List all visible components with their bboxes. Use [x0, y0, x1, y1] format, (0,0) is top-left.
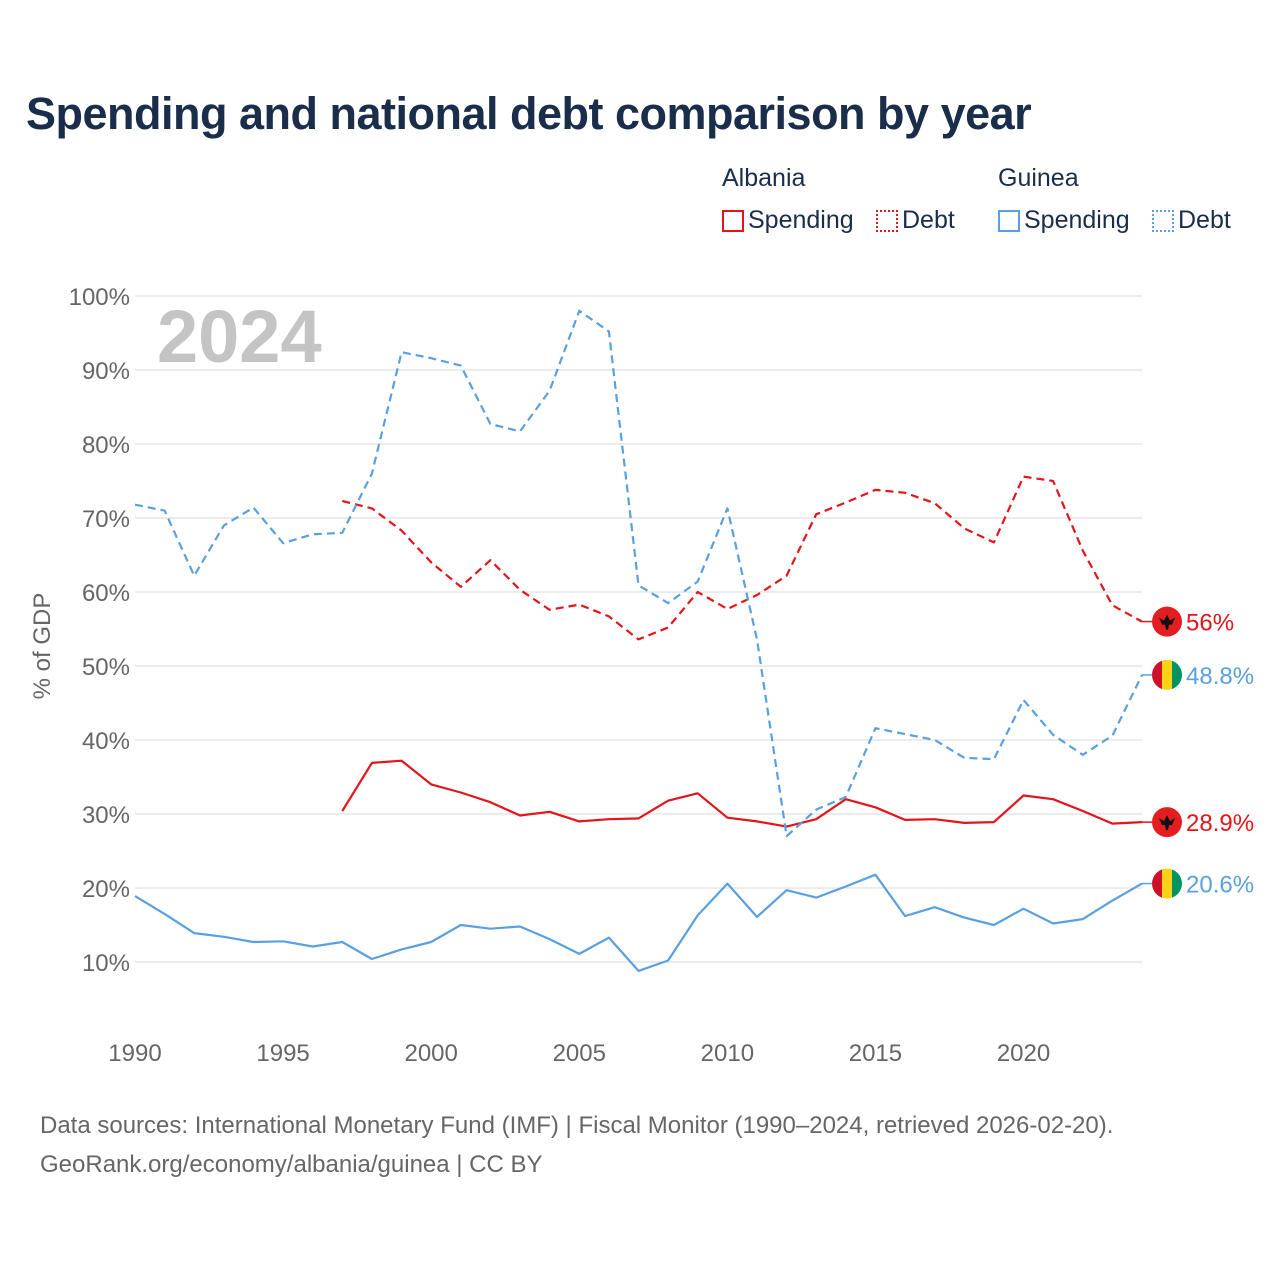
legend-solid-swatch-icon — [722, 209, 744, 232]
chart-title: Spending and national debt comparison by… — [26, 88, 1032, 139]
grid-lines — [135, 295, 1142, 963]
x-tick-label: 1995 — [256, 1040, 309, 1067]
y-tick-label: 40% — [82, 728, 130, 755]
x-tick-label: 2000 — [404, 1040, 457, 1067]
legend-guinea-title: Guinea — [998, 164, 1079, 192]
end-value-label: 28.9% — [1186, 810, 1254, 837]
series-line-albania-spending[interactable] — [341, 759, 1143, 828]
legend-albania-spending-label: Spending — [748, 206, 854, 234]
albania-flag-icon — [1152, 606, 1182, 637]
legend-dotted-swatch-icon — [876, 209, 898, 232]
x-tick-label: 2005 — [553, 1040, 606, 1067]
x-tick-label: 2010 — [701, 1040, 754, 1067]
series-lines — [134, 309, 1143, 972]
legend-solid-swatch-icon — [998, 209, 1020, 232]
legend-albania-debt[interactable]: Debt — [876, 206, 955, 235]
x-tick-label: 1990 — [108, 1040, 161, 1067]
y-tick-label: 50% — [82, 654, 130, 681]
y-axis-label: % of GDP — [29, 593, 56, 700]
x-tick-label: 2015 — [849, 1040, 902, 1067]
line-chart: 10% 20% 30% 40% 50% 60% 70% 80% 90% 100% 1990 1995… — [29, 284, 1254, 1067]
x-axis-ticks: 1990 1995 2000 2005 2010 2015 2020 — [108, 1040, 1050, 1067]
end-value-label: 20.6% — [1186, 872, 1254, 899]
y-tick-label: 80% — [82, 432, 130, 459]
end-labels: 56% 28.9% 48.8% 20.6% — [1142, 606, 1254, 899]
y-tick-label: 70% — [82, 506, 130, 533]
y-tick-label: 20% — [82, 876, 130, 903]
legend-guinea-debt[interactable]: Debt — [1152, 206, 1231, 235]
legend-guinea-debt-label: Debt — [1178, 206, 1231, 234]
y-tick-label: 90% — [82, 358, 130, 385]
year-watermark: 2024 — [157, 295, 322, 378]
y-tick-label: 60% — [82, 580, 130, 607]
legend-guinea-spending[interactable]: Spending — [998, 206, 1130, 235]
legend-albania-spending[interactable]: Spending — [722, 206, 854, 235]
guinea-flag-icon — [1152, 868, 1182, 899]
end-value-label: 48.8% — [1186, 663, 1254, 690]
legend-albania-debt-label: Debt — [902, 206, 955, 234]
source-note: Data sources: International Monetary Fun… — [40, 1106, 1113, 1184]
guinea-flag-icon — [1152, 659, 1182, 690]
end-value-label: 56% — [1186, 610, 1234, 637]
y-tick-label: 30% — [82, 802, 130, 829]
series-line-guinea-debt[interactable] — [134, 309, 1143, 838]
y-axis-ticks: 10% 20% 30% 40% 50% 60% 70% 80% 90% 100% — [69, 284, 130, 977]
x-tick-label: 2020 — [997, 1040, 1050, 1067]
source-line-1: Data sources: International Monetary Fun… — [40, 1112, 1114, 1139]
source-line-2[interactable]: GeoRank.org/economy/albania/guinea | CC … — [40, 1151, 543, 1178]
y-tick-label: 100% — [69, 284, 130, 311]
series-line-guinea-spending[interactable] — [134, 873, 1143, 972]
albania-flag-icon — [1152, 807, 1182, 838]
y-tick-label: 10% — [82, 950, 130, 977]
legend-dotted-swatch-icon — [1152, 209, 1174, 232]
series-line-albania-debt[interactable] — [342, 475, 1143, 641]
legend-albania-title: Albania — [722, 164, 806, 192]
legend-guinea-spending-label: Spending — [1024, 206, 1130, 234]
